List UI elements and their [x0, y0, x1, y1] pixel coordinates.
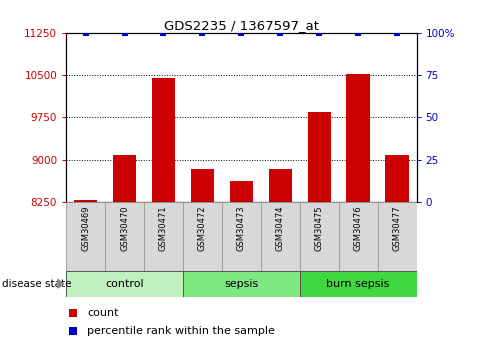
Bar — [308, 112, 331, 202]
Text: burn sepsis: burn sepsis — [326, 279, 390, 289]
Bar — [269, 169, 292, 202]
Bar — [261, 202, 300, 271]
Bar — [385, 155, 409, 202]
Bar — [346, 74, 370, 202]
Bar — [230, 181, 253, 202]
Text: GSM30473: GSM30473 — [237, 205, 246, 251]
Bar — [113, 155, 136, 202]
Bar — [183, 271, 300, 297]
Bar — [183, 202, 222, 271]
Bar — [300, 271, 416, 297]
Text: count: count — [87, 308, 119, 318]
Text: GSM30470: GSM30470 — [120, 205, 129, 251]
Text: percentile rank within the sample: percentile rank within the sample — [87, 326, 275, 335]
Bar — [300, 202, 339, 271]
Bar — [66, 271, 183, 297]
Bar — [222, 202, 261, 271]
Text: GSM30476: GSM30476 — [354, 205, 363, 251]
Bar — [144, 202, 183, 271]
Bar — [191, 169, 214, 202]
Text: sepsis: sepsis — [224, 279, 258, 289]
Text: GSM30471: GSM30471 — [159, 205, 168, 251]
Bar — [74, 200, 98, 202]
Text: GSM30469: GSM30469 — [81, 205, 90, 251]
Text: disease state: disease state — [2, 279, 72, 289]
Text: GSM30472: GSM30472 — [198, 205, 207, 251]
Text: GSM30474: GSM30474 — [276, 205, 285, 251]
Bar — [378, 202, 416, 271]
Bar — [339, 202, 378, 271]
Bar — [152, 78, 175, 202]
Bar — [66, 202, 105, 271]
Title: GDS2235 / 1367597_at: GDS2235 / 1367597_at — [164, 19, 319, 32]
Text: control: control — [105, 279, 144, 289]
Text: GSM30477: GSM30477 — [392, 205, 401, 251]
Bar — [105, 202, 144, 271]
Text: GSM30475: GSM30475 — [315, 205, 324, 251]
